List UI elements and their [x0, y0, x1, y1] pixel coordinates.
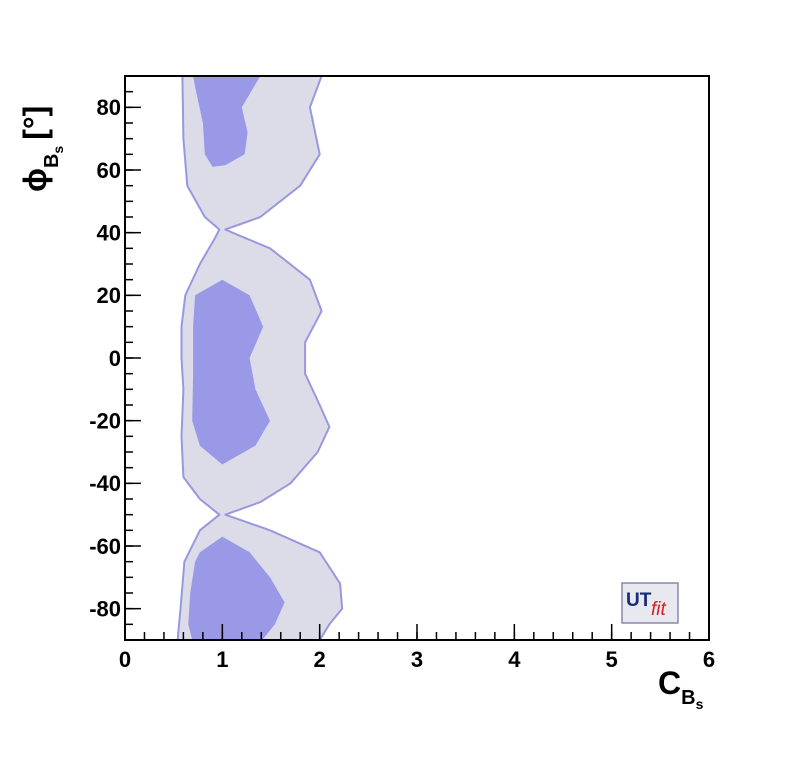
contour-region: [188, 536, 285, 640]
y-tick-label: -20: [89, 408, 121, 433]
contour-region: [176, 76, 344, 640]
x-tick-label: 0: [119, 647, 131, 672]
y-tick-label: -40: [89, 471, 121, 496]
logo-fit: fit: [651, 599, 667, 620]
logo-ut: UT: [626, 590, 652, 611]
logo: UT fit: [621, 582, 679, 624]
axes: 0 1 2 3 4 5 6 -80 -60 -40 -20 0 20 40 60 80: [89, 75, 715, 672]
y-tick-label: -60: [89, 534, 121, 559]
y-axis-label: ϕBs[°]: [17, 106, 66, 192]
x-tick-label: 5: [606, 647, 618, 672]
y-tick-label: 0: [109, 346, 121, 371]
contour-region: [193, 76, 261, 167]
contour-layer: [176, 76, 344, 640]
logo-box: [621, 582, 679, 624]
x-axis-label: CBs: [658, 665, 704, 712]
x-tick-label: 3: [411, 647, 423, 672]
x-tick-label: 2: [314, 647, 326, 672]
x-tick-label: 6: [703, 647, 715, 672]
x-tick-label: 4: [508, 647, 521, 672]
contour-region: [192, 279, 270, 465]
y-tick-label: 40: [97, 220, 121, 245]
y-tick-label: 60: [97, 158, 121, 183]
y-tick-label: 80: [97, 95, 121, 120]
y-tick-label: -80: [89, 596, 121, 621]
x-tick-label: 1: [216, 647, 228, 672]
y-tick-label: 20: [97, 283, 121, 308]
